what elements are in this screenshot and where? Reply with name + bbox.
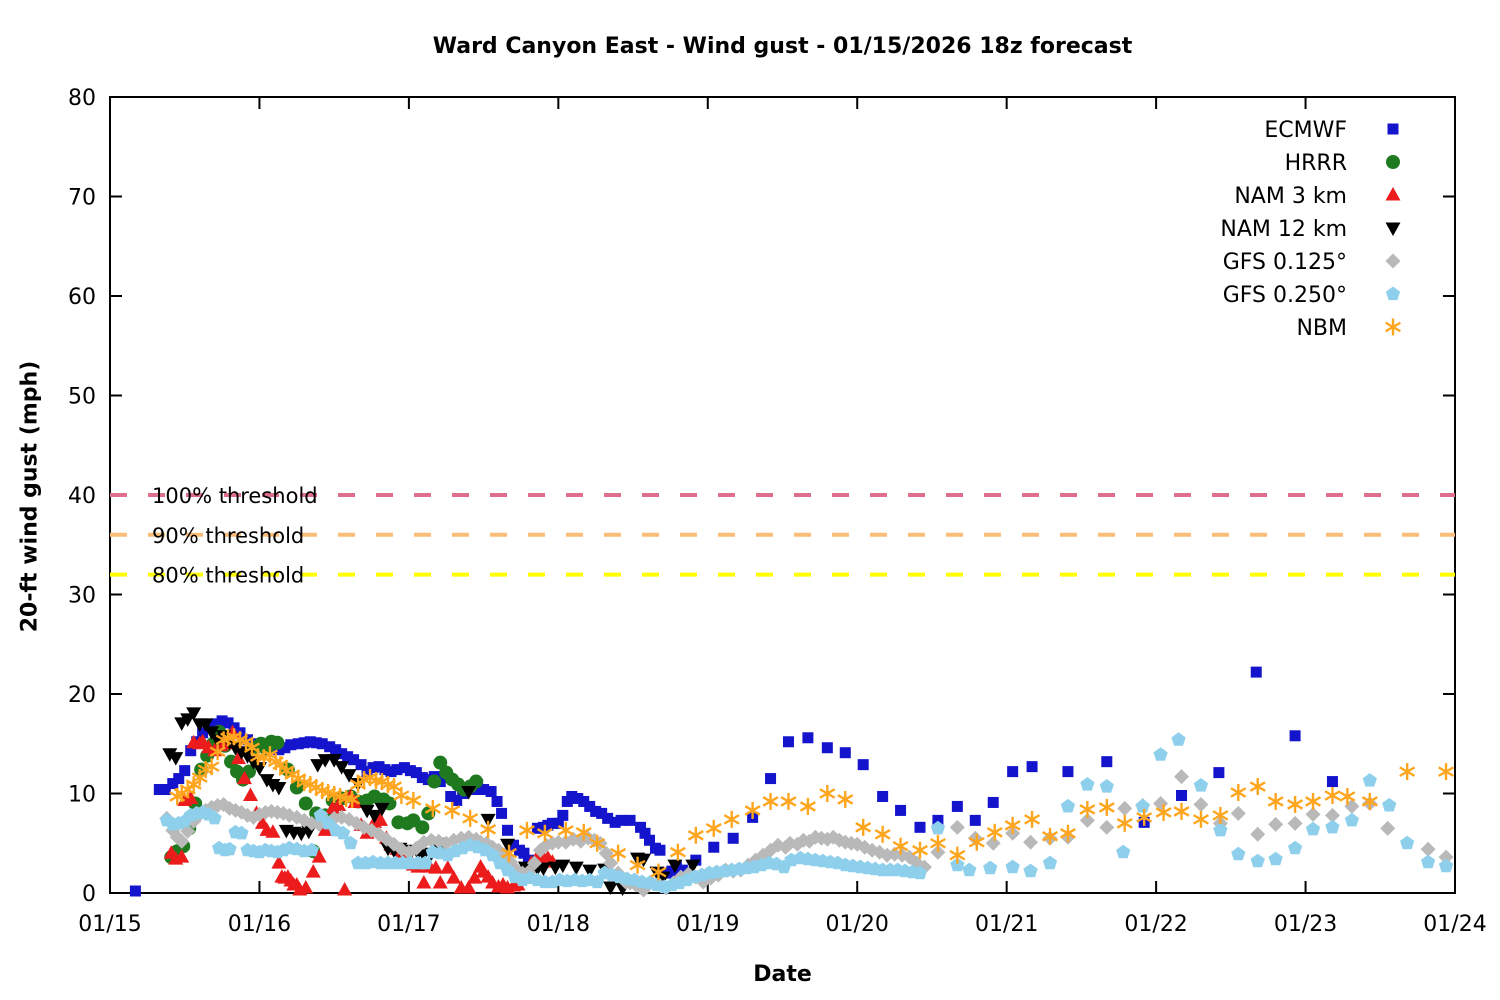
legend-marker-gfs250-icon — [1385, 286, 1401, 301]
x-tick-label: 01/16 — [228, 912, 291, 937]
x-axis-title: Date — [753, 962, 812, 987]
chart-title: Ward Canyon East - Wind gust - 01/15/202… — [432, 34, 1133, 59]
legend-marker-hrrr-icon — [1386, 155, 1400, 169]
y-tick-label: 0 — [82, 882, 96, 907]
x-tick-label: 01/20 — [826, 912, 889, 937]
legend-label-gfs250: GFS 0.250° — [1223, 283, 1347, 308]
x-tick-label: 01/17 — [377, 912, 440, 937]
y-tick-label: 60 — [68, 285, 96, 310]
x-tick-label: 01/21 — [975, 912, 1038, 937]
legend-marker-nbm-icon — [1385, 318, 1401, 336]
legend-label-hrrr: HRRR — [1285, 151, 1347, 176]
threshold-label: 90% threshold — [152, 524, 304, 548]
legend-label-nam3: NAM 3 km — [1234, 184, 1347, 209]
x-tick-label: 01/22 — [1124, 912, 1187, 937]
legend: ECMWF HRRR NAM 3 km NAM 12 km GFS 0.125° GFS … — [1220, 118, 1401, 341]
legend-marker-gfs125-icon — [1385, 253, 1401, 269]
threshold-lines: 100% threshold 90% threshold 80% threshold — [110, 484, 1455, 588]
legend-label-gfs125: GFS 0.125° — [1223, 250, 1347, 275]
threshold-label: 80% threshold — [152, 564, 304, 588]
legend-marker-nam12-icon — [1385, 222, 1401, 236]
y-tick-label: 50 — [68, 385, 96, 410]
x-tick-label: 01/18 — [527, 912, 590, 937]
series-nbm — [169, 728, 1455, 881]
y-axis-ticks: 0 10 20 30 40 50 60 70 80 — [68, 86, 1455, 907]
legend-marker-ecmwf-icon — [1387, 123, 1399, 135]
y-tick-label: 20 — [68, 683, 96, 708]
x-tick-label: 01/15 — [78, 912, 141, 937]
x-tick-label: 01/19 — [676, 912, 739, 937]
legend-label-nbm: NBM — [1296, 316, 1347, 341]
threshold-label: 100% threshold — [152, 484, 318, 508]
x-axis-ticks: 01/15 01/16 01/17 01/18 01/19 01/20 01/21 01/22… — [78, 97, 1487, 937]
y-tick-label: 10 — [68, 783, 96, 808]
legend-marker-nam3-icon — [1385, 187, 1401, 201]
y-tick-label: 70 — [68, 186, 96, 211]
x-tick-label: 01/23 — [1274, 912, 1337, 937]
y-tick-label: 30 — [68, 584, 96, 609]
y-tick-label: 40 — [68, 484, 96, 509]
y-tick-label: 80 — [68, 86, 96, 111]
x-tick-label: 01/24 — [1423, 912, 1486, 937]
legend-label-ecmwf: ECMWF — [1264, 118, 1347, 143]
legend-label-nam12: NAM 12 km — [1220, 217, 1347, 242]
series-gfs250 — [159, 732, 1454, 894]
